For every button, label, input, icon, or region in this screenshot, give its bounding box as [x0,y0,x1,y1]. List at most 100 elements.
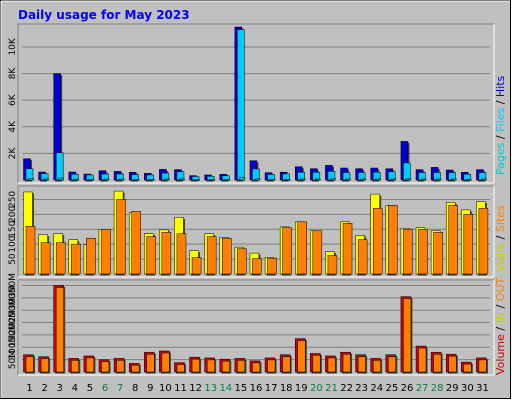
bar-volume-out [86,357,95,373]
bar-sites [342,223,353,275]
bar-pages [269,178,276,181]
y-tick-label: 250 [8,191,18,208]
bar-sites [146,236,157,275]
x-tick-label: 30 [461,383,474,394]
y-tick-label: 50 [8,253,18,265]
bar-pages [224,179,231,181]
legend-sep: / [494,301,507,312]
x-tick-label: 1 [26,383,32,394]
bar-sites [297,221,307,275]
legend-in: IN [494,312,507,323]
bar-volume-out [25,356,34,373]
bar-sites [267,257,277,275]
bar-sites [433,231,443,275]
bar-sites [25,226,36,275]
bar-volume-out [55,287,64,373]
bar-pages [299,178,306,181]
bar-sites [388,205,398,275]
bar-pages [164,178,170,181]
bar-pages [88,178,95,181]
bar-volume-out [252,362,261,373]
bar-pages [103,178,110,181]
bar-files [252,168,260,181]
bar-volume-out [282,356,291,373]
bar-volume-out [342,353,351,373]
bar-volume-out [222,360,231,373]
bar-pages [315,178,321,181]
legend-sep: / [494,232,507,243]
bar-volume-out [312,355,321,373]
bar-sites [161,231,172,275]
bar-files [25,168,34,181]
bar-pages [435,178,442,181]
y-tick-label: 8K [8,67,18,80]
bar-volume-out [357,356,366,373]
y-tick-label: 300M [8,285,18,310]
y-tick-label: 50M [8,350,18,369]
y-tick-label: 150M [8,322,18,347]
legend-sep: / [494,132,507,143]
bar-sites [252,258,262,275]
bar-volume-out [433,353,442,373]
bar-sites [40,242,51,275]
bar-pages [481,178,487,181]
bar-sites [86,237,96,275]
x-tick-label: 21 [325,383,338,394]
bar-volume-out [131,365,140,373]
y-tick-label: 250M [8,298,18,323]
y-tick-label: 2K [8,146,18,159]
legend-visits-panel: Visits / Sites [494,205,507,272]
x-tick-label: 26 [401,383,414,394]
bar-volume-out [388,356,397,373]
legend-hits: Hits [494,75,507,97]
x-tick-label: 25 [386,383,399,394]
panel-hits: 2K 4K 6K 8K 10K [8,23,495,184]
x-tick-label: 17 [265,383,278,394]
y-tick-label: 150 [8,220,18,237]
x-tick-label: 28 [431,383,444,394]
y-tick-label: 4K [8,120,18,133]
bar-files [55,152,64,181]
bar-pages [43,178,49,181]
bar-pages [28,178,34,181]
bar-sites [448,205,458,275]
y-tick-label: 350M [8,273,18,298]
x-tick-label: 10 [159,383,172,394]
x-tick-label: 22 [340,383,353,394]
bar-sites [357,239,368,275]
bar-sites [116,199,126,275]
x-tick-label: 8 [132,383,138,394]
bar-sites [222,237,232,275]
y-tick-label: 6K [8,93,18,106]
x-tick-label: 5 [87,383,93,394]
bar-volume-out [176,364,185,373]
x-tick-label: 20 [310,383,323,394]
bar-volume-out [146,353,155,373]
bar-pages [466,178,472,181]
panel-frame [17,23,495,184]
bar-pages [360,178,366,181]
x-tick-label: 4 [72,383,78,394]
bar-files [403,162,411,181]
bar-volume-out [297,340,306,373]
legend-sep: / [494,97,507,108]
bar-sites [418,229,428,275]
legend-hits-panel: Pages / Files / Hits [494,75,507,175]
bar-sites [312,230,323,275]
bar-pages [450,178,457,181]
bar-sites [327,255,338,275]
x-tick-label: 13 [204,383,217,394]
legend-out: OUT [494,277,507,301]
bar-pages [375,178,381,181]
x-tick-label: 3 [57,383,63,394]
x-tick-label: 9 [147,383,153,394]
x-tick-label: 27 [416,383,429,394]
bar-volume-out [101,361,110,373]
legend-volume-panel: Volume / IN / OUT [494,277,507,375]
legend-sep: / [494,323,507,334]
bar-volume-out [71,360,80,373]
x-tick-label: 18 [280,383,293,394]
